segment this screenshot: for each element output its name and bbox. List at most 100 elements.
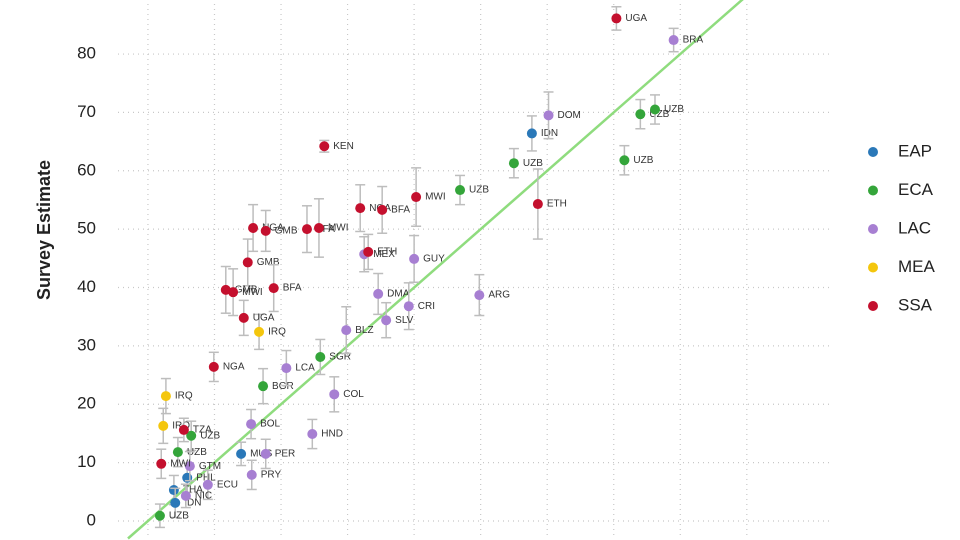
point [403, 301, 414, 312]
point-label: UZB [633, 155, 653, 166]
point-label: DOM [558, 110, 581, 121]
point [186, 430, 197, 441]
point [474, 290, 485, 301]
point-label: BLZ [355, 325, 373, 336]
point [281, 363, 292, 374]
point-label: GMB [257, 257, 280, 268]
point [649, 104, 660, 115]
point-label: MWI [242, 287, 263, 298]
point [381, 315, 392, 326]
point [160, 391, 171, 402]
point [635, 109, 646, 120]
point-label: BOL [260, 419, 280, 430]
point-label: DMA [387, 289, 410, 300]
point-label: UZB [187, 447, 207, 458]
point-label: GMB [235, 284, 258, 295]
point-label: NGA [262, 223, 284, 234]
point [532, 199, 543, 210]
point-label: PER [275, 449, 296, 460]
point [455, 185, 466, 196]
y-tick-label: 30 [77, 335, 96, 354]
legend-label: ECA [898, 180, 934, 199]
point-label: THA [183, 485, 203, 496]
point [319, 141, 330, 152]
y-tick-label: 20 [77, 394, 96, 413]
point [377, 204, 388, 215]
legend-marker [868, 262, 878, 273]
point-label: IRQ [268, 327, 286, 338]
point [341, 325, 352, 336]
point-label: TZA [193, 425, 212, 436]
point-label: BFA [316, 224, 335, 235]
point [154, 510, 165, 521]
point-label: UGA [625, 13, 647, 24]
point-label: SLV [395, 315, 413, 326]
point-label: PHL [196, 472, 216, 483]
point [156, 458, 167, 469]
legend-marker [868, 185, 878, 196]
point [246, 469, 257, 480]
point-label: ARG [488, 290, 510, 301]
point-label: BFA [391, 205, 410, 216]
point [248, 222, 259, 233]
point-label: MWI [425, 192, 446, 203]
point [170, 497, 181, 508]
point-label: UZB [523, 158, 543, 169]
y-tick-label: 90 [77, 0, 96, 4]
point [268, 283, 279, 294]
point [409, 253, 420, 264]
point [242, 257, 253, 268]
point-label: SGR [329, 352, 351, 363]
point [158, 420, 169, 431]
point [619, 155, 630, 166]
point-label: MEX [373, 249, 395, 260]
y-tick-label: 40 [77, 277, 96, 296]
point-label: ETH [547, 199, 567, 210]
point [543, 110, 554, 121]
point [355, 203, 366, 214]
point [260, 448, 271, 459]
point-label: LCA [295, 363, 315, 374]
point [238, 312, 249, 323]
point-label: UGA [253, 313, 275, 324]
point [526, 128, 537, 139]
reference-line [127, 0, 744, 540]
point [307, 429, 318, 440]
y-tick-label: 50 [77, 219, 96, 238]
point [373, 288, 384, 299]
point-label: NGA [223, 362, 245, 373]
point-label: IDN [541, 128, 558, 139]
point [363, 246, 374, 257]
point-label: UZB [649, 109, 669, 120]
point [178, 424, 189, 435]
point [611, 13, 622, 24]
point-label: CRI [418, 301, 435, 312]
point-label: MWI [170, 458, 191, 469]
point-label: UZB [469, 185, 489, 196]
y-tick-label: 0 [87, 510, 96, 529]
point-label: PRY [261, 470, 282, 481]
point-label: KEN [333, 141, 354, 152]
y-tick-label: 10 [77, 452, 96, 471]
point [236, 448, 247, 459]
point-label: IRQ [175, 391, 193, 402]
legend-label: SSA [898, 295, 933, 314]
y-axis-label: Survey Estimate [34, 160, 54, 300]
point-label: BRA [683, 35, 704, 46]
point [246, 419, 257, 430]
point [254, 326, 265, 337]
point-label: UZB [664, 104, 684, 115]
point-label: GMB [275, 226, 298, 237]
point-label: BFA [283, 283, 302, 294]
point-label: COL [343, 389, 364, 400]
point [172, 447, 183, 458]
legend-label: MEA [898, 257, 936, 276]
legend-marker [868, 224, 878, 234]
point [329, 389, 340, 400]
point [202, 479, 213, 490]
point-label: MWI [328, 223, 349, 234]
point [180, 490, 191, 501]
point [508, 158, 519, 169]
legend-marker [868, 301, 878, 311]
point-label: ETH [377, 247, 397, 258]
